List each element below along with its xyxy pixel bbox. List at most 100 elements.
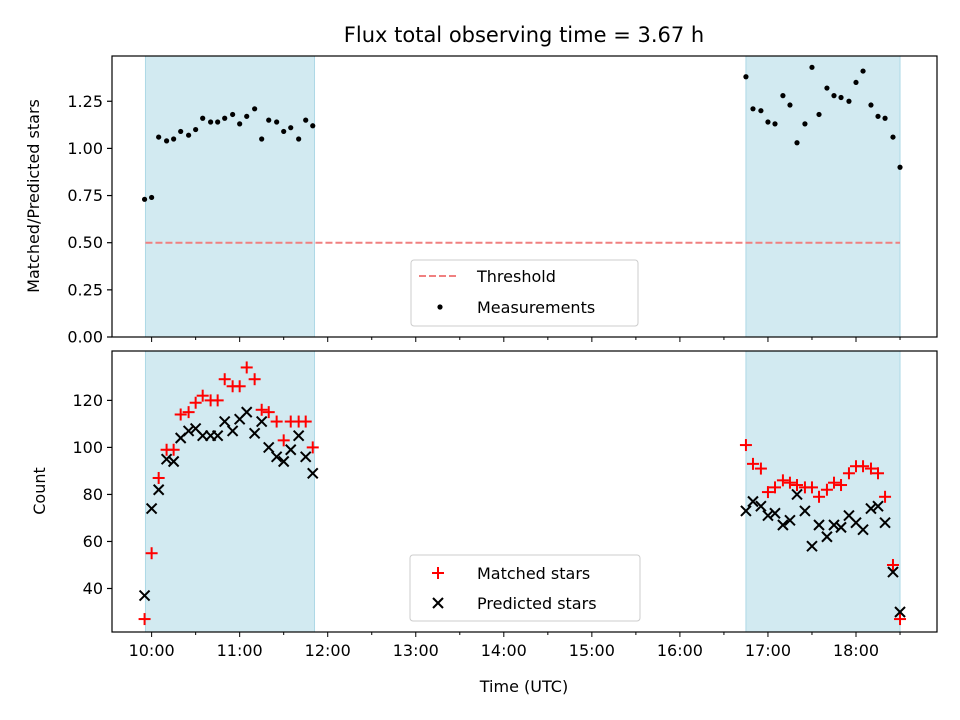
- top-y-ticks: 0.00 0.25 0.50 0.75 1.00 1.25: [67, 92, 112, 347]
- top-y-tick-label: 1.25: [67, 92, 103, 111]
- bottom-y-tick-label: 40: [83, 579, 103, 598]
- bottom-y-ticks: 40 60 80 100 120: [72, 391, 112, 598]
- measurement-point: [200, 115, 206, 121]
- matched-star-point: [240, 361, 253, 374]
- measurement-point: [860, 68, 866, 74]
- matched-star-point: [262, 406, 275, 419]
- predicted-star-point: [784, 514, 796, 527]
- measurement-point: [809, 64, 815, 70]
- measurement-point: [274, 119, 280, 125]
- predicted-star-point: [813, 519, 825, 531]
- top-legend-box: [410, 259, 639, 327]
- top-y-axis-label: Matched/Predicted stars: [24, 99, 43, 293]
- measurement-point: [178, 128, 184, 135]
- matched-star-point: [218, 373, 231, 386]
- top-panel: 0.00 0.25 0.50 0.75 1.00 1.25 Matched/Predict…: [24, 55, 938, 347]
- bottom-axes-frame: [111, 350, 938, 633]
- measurement-point: [772, 121, 778, 127]
- bottom-legend-box: [409, 554, 641, 622]
- matched-star-point: [746, 457, 759, 470]
- top-shaded-span-0: [144, 55, 316, 338]
- bottom-x-tick-label: 14:00: [481, 641, 527, 660]
- legend-measurements-label: Measurements: [477, 298, 595, 317]
- bottom-matched-points: [138, 361, 907, 626]
- measurement-point: [259, 136, 265, 142]
- measurement-point: [765, 119, 771, 125]
- predicted-star-point: [263, 441, 275, 454]
- matched-star-point: [211, 394, 224, 407]
- bottom-y-axis-label: Count: [30, 467, 49, 515]
- measurement-point: [875, 113, 881, 119]
- matched-star-point: [768, 481, 781, 494]
- bottom-y-tick-label: 120: [72, 391, 103, 410]
- measurement-point: [163, 138, 170, 144]
- measurement-point: [897, 164, 903, 170]
- top-axes-frame: [111, 55, 938, 338]
- measurement-point: [252, 106, 258, 112]
- legend-measurements-swatch: [437, 304, 443, 310]
- measurement-point: [244, 113, 250, 119]
- predicted-star-point: [218, 415, 231, 428]
- measurement-point: [230, 111, 236, 118]
- measurement-point: [838, 94, 844, 101]
- measurement-point: [794, 140, 800, 146]
- measurement-point: [303, 117, 309, 123]
- bottom-y-tick-label: 100: [72, 438, 103, 457]
- matched-star-point: [167, 443, 180, 456]
- top-y-tick-label: 0.25: [67, 280, 103, 299]
- matched-star-point: [842, 467, 855, 480]
- predicted-star-point: [270, 451, 283, 463]
- predicted-star-point: [211, 429, 224, 442]
- predicted-star-point: [747, 495, 759, 508]
- matched-star-point: [827, 476, 840, 489]
- matched-star-point: [270, 415, 283, 428]
- bottom-x-tick-label: 11:00: [217, 641, 263, 660]
- predicted-star-point: [857, 524, 869, 536]
- predicted-star-point: [791, 488, 803, 501]
- legend-threshold-label: Threshold: [476, 267, 556, 286]
- measurement-point: [868, 102, 874, 108]
- matched-star-point: [248, 373, 261, 386]
- matched-star-point: [813, 490, 826, 503]
- matched-star-point: [306, 441, 319, 454]
- predicted-star-point: [894, 606, 906, 618]
- bottom-x-tick-label: 17:00: [745, 641, 791, 660]
- matched-star-point: [783, 476, 796, 489]
- top-y-tick-label: 0.50: [67, 233, 103, 252]
- x-axis-label: Time (UTC): [479, 677, 568, 696]
- predicted-star-point: [285, 444, 297, 456]
- predicted-star-point: [160, 453, 173, 465]
- predicted-star-point: [835, 521, 847, 534]
- predicted-star-point: [777, 519, 789, 531]
- predicted-star-point: [799, 505, 811, 517]
- measurement-point: [853, 79, 859, 86]
- top-shaded-spans: [144, 55, 901, 338]
- measurement-point: [743, 74, 749, 80]
- bottom-x-tick-label: 10:00: [129, 641, 175, 660]
- matched-star-point: [886, 558, 899, 571]
- predicted-star-point: [806, 540, 818, 552]
- bottom-x-tick-label: 15:00: [569, 641, 615, 660]
- matched-star-point: [145, 547, 158, 560]
- matched-star-point: [277, 434, 290, 447]
- bottom-x-tick-label: 18:00: [833, 641, 879, 660]
- measurement-point: [193, 126, 199, 133]
- measurement-point: [288, 125, 294, 131]
- measurement-point: [310, 123, 316, 129]
- predicted-star-point: [865, 502, 877, 515]
- predicted-star-point: [821, 531, 833, 543]
- predicted-star-point: [755, 500, 767, 512]
- bottom-x-ticks: 10:00 11:00 12:00 13:00 14:00 15:00 16:00 17:00…: [129, 632, 901, 660]
- measurement-point: [186, 132, 192, 138]
- predicted-star-point: [255, 415, 268, 428]
- top-y-tick-label: 1.00: [67, 139, 103, 158]
- predicted-star-point: [226, 425, 239, 437]
- matched-star-point: [879, 490, 892, 503]
- top-legend: Threshold Measurements: [410, 259, 639, 327]
- predicted-star-point: [145, 502, 158, 515]
- bottom-shaded-spans: [144, 350, 901, 633]
- matched-star-point: [776, 474, 789, 487]
- measurement-point: [171, 136, 177, 142]
- measurement-point: [222, 115, 228, 121]
